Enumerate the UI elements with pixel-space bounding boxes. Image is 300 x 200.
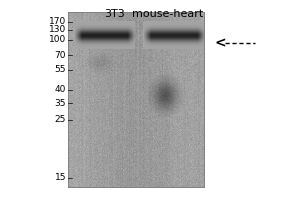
Text: 130: 130 xyxy=(49,25,66,34)
Text: 70: 70 xyxy=(55,50,66,60)
Text: 100: 100 xyxy=(49,36,66,45)
Text: 35: 35 xyxy=(55,98,66,108)
Text: 55: 55 xyxy=(55,66,66,74)
Text: <: < xyxy=(215,36,226,50)
Text: 40: 40 xyxy=(55,86,66,95)
Text: 15: 15 xyxy=(55,173,66,182)
Text: 170: 170 xyxy=(49,18,66,26)
Text: 3T3: 3T3 xyxy=(105,9,125,19)
Text: mouse-heart: mouse-heart xyxy=(132,9,204,19)
Text: 25: 25 xyxy=(55,116,66,124)
